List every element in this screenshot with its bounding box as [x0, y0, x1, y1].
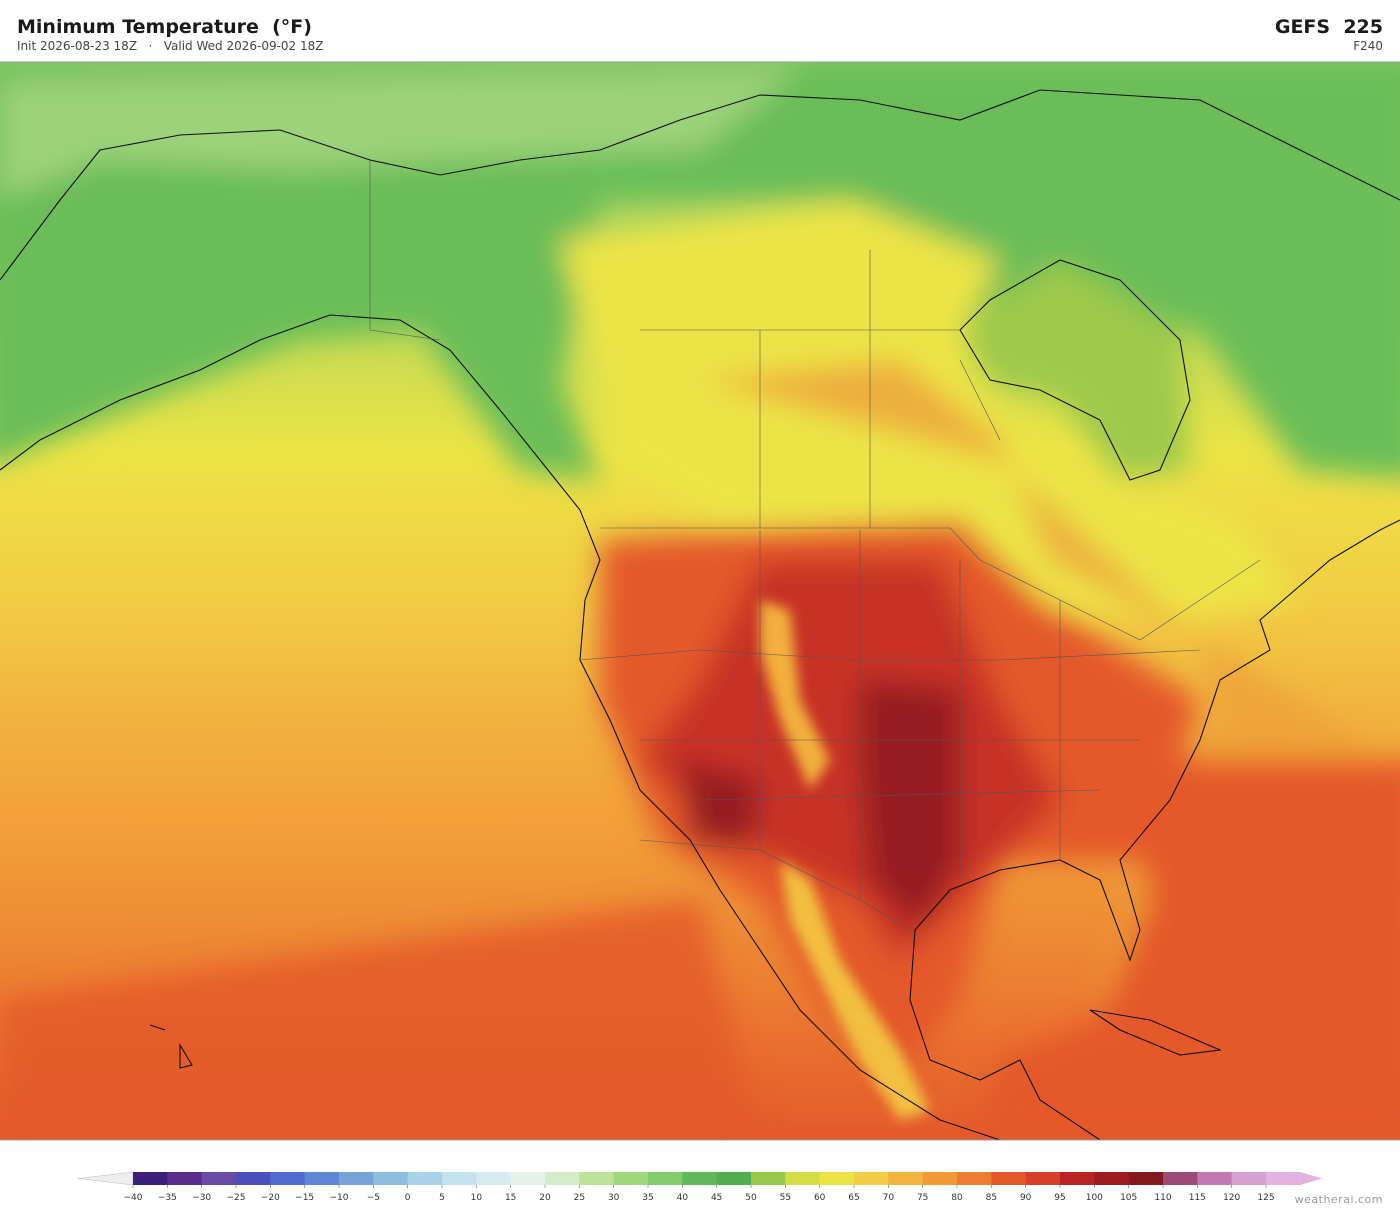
colorbar-swatch	[1231, 1172, 1267, 1185]
colorbar-swatch	[785, 1172, 821, 1185]
map-title: Minimum Temperature (°F)	[17, 16, 312, 38]
colorbar-tick-label: 50	[745, 1193, 757, 1203]
colorbar-tick-label: 110	[1154, 1193, 1171, 1203]
field-highlands	[760, 600, 930, 1120]
colorbar-tick-label: −35	[158, 1193, 177, 1203]
coastlines	[0, 89, 1400, 1140]
colorbar-tick-label: 80	[951, 1193, 963, 1203]
colorbar-tick-label: 25	[574, 1193, 585, 1203]
field-blobs	[0, 62, 1400, 1140]
colorbar-swatch	[819, 1172, 855, 1185]
colorbar-tick-label: 100	[1086, 1193, 1103, 1203]
temperature-field	[0, 62, 1400, 1140]
forecast-hour: F240	[1353, 39, 1383, 53]
colorbar-swatch	[545, 1172, 580, 1185]
colorbar-swatch	[579, 1172, 615, 1185]
colorbar-tick-label: 65	[848, 1193, 859, 1203]
colorbar-swatch	[442, 1172, 477, 1185]
colorbar-swatch	[991, 1172, 1027, 1185]
colorbar-swatch	[1060, 1172, 1095, 1185]
colorbar-tick-label: 30	[608, 1193, 620, 1203]
colorbar-tick-label: −30	[192, 1193, 211, 1203]
colorbar-tick-label: −40	[124, 1193, 143, 1203]
colorbar-tick-label: 75	[917, 1193, 928, 1203]
colorbar-swatch	[133, 1172, 168, 1185]
colorbar-tick-label: 120	[1223, 1193, 1240, 1203]
colorbar-tick-label: −10	[330, 1193, 349, 1203]
colorbar-tick-label: 35	[642, 1193, 653, 1203]
colorbar-over-tip	[1300, 1172, 1323, 1185]
colorbar-tick-label: −15	[295, 1193, 314, 1203]
colorbar-tick-label: 70	[883, 1193, 895, 1203]
colorbar-swatch	[167, 1172, 203, 1185]
colorbar-tick-label: 55	[780, 1193, 791, 1203]
colorbar-tick-label: 0	[405, 1193, 411, 1203]
colorbar-swatch	[1128, 1172, 1164, 1185]
colorbar-swatch	[648, 1172, 683, 1185]
colorbar-over	[1266, 1172, 1301, 1185]
colorbar-tick-label: −5	[367, 1193, 380, 1203]
colorbar-tick-label: 115	[1189, 1193, 1206, 1203]
colorbar-swatch	[922, 1172, 958, 1185]
colorbar-swatch	[751, 1172, 786, 1185]
colorbar: −40 −35 −30 −25 −20 −15 −10 −5 0 5 10 15 20 25 30 35 40 4…	[77, 1171, 1323, 1203]
colorbar-tick-label: 15	[505, 1193, 516, 1203]
colorbar-under	[77, 1171, 134, 1186]
colorbar-swatch	[407, 1172, 443, 1185]
borders	[369, 160, 1261, 931]
colorbar-swatch	[270, 1172, 306, 1185]
colorbar-tick-label: 20	[539, 1193, 551, 1203]
colorbar-swatch	[510, 1172, 546, 1185]
colorbar-swatch	[373, 1172, 409, 1185]
colorbar-tick-label: −20	[261, 1193, 280, 1203]
model-name: GEFS 225	[1274, 16, 1383, 38]
credit: weatherai.com	[1294, 1193, 1383, 1206]
colorbar-tick-label: 10	[471, 1193, 483, 1203]
colorbar-swatch	[1163, 1172, 1198, 1185]
colorbar-swatch	[1197, 1172, 1233, 1185]
colorbar-tick-label: 40	[677, 1193, 689, 1203]
colorbar-tick-label: 85	[986, 1193, 997, 1203]
colorbar-swatch	[304, 1172, 340, 1185]
colorbar-swatch	[476, 1172, 512, 1185]
colorbar-swatch	[236, 1172, 271, 1185]
colorbar-swatch	[1094, 1172, 1130, 1185]
colorbar-tick-label: 125	[1257, 1193, 1274, 1203]
map-subtitle: Init 2026-08-23 18Z · Valid Wed 2026-09-…	[17, 39, 324, 53]
colorbar-tick-label: 105	[1120, 1193, 1137, 1203]
colorbar-tick-label: −25	[227, 1193, 246, 1203]
colorbar-swatch	[682, 1172, 718, 1185]
colorbar-tick-label: 45	[711, 1193, 722, 1203]
colorbar-swatch	[854, 1172, 889, 1185]
colorbar-swatch	[957, 1172, 992, 1185]
colorbar-swatch	[201, 1172, 237, 1185]
colorbar-swatch	[1025, 1172, 1061, 1185]
colorbar-tick-label: 5	[439, 1193, 445, 1203]
colorbar-swatch	[888, 1172, 924, 1185]
colorbar-swatch	[613, 1172, 649, 1185]
colorbar-swatch	[716, 1172, 752, 1185]
colorbar-tick-label: 95	[1054, 1193, 1065, 1203]
colorbar-tick-label: 90	[1020, 1193, 1032, 1203]
colorbar-swatch	[339, 1172, 374, 1185]
colorbar-tick-label: 60	[814, 1193, 826, 1203]
